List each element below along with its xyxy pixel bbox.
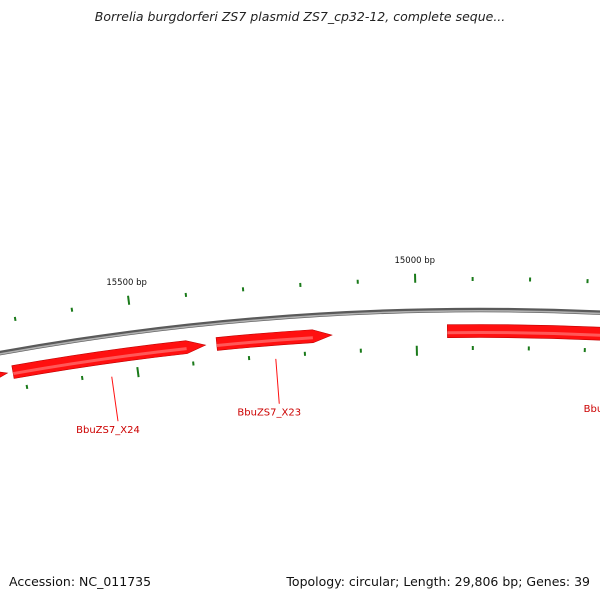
topology-text: Topology: circular; Length: 29,806 bp; G… (286, 574, 590, 589)
accession-text: Accession: NC_011735 (9, 574, 152, 589)
gene-label-bbuzs7_x23[interactable]: BbuZS7_X23 (237, 408, 301, 419)
gene-arrow-bbuzs7_x25[interactable] (0, 370, 9, 422)
tick-minor-outer (13, 316, 17, 322)
gene-arrow-bbuzs7_x22[interactable] (447, 324, 600, 356)
gene-label-bbuzs7_x22[interactable]: BbuZS7_X22 (584, 404, 600, 415)
gene-leader-line (275, 358, 280, 404)
tick-minor-inner (25, 384, 29, 390)
gene-highlight (216, 336, 313, 347)
tick-minor-inner (80, 375, 84, 381)
bp-tick-label: 15000 bp (394, 256, 435, 266)
gene-label-bbuzs7_x24[interactable]: BbuZS7_X24 (76, 425, 140, 436)
gene-highlight (12, 347, 187, 376)
map-title: Borrelia burgdorferi ZS7 plasmid ZS7_cp3… (94, 9, 506, 24)
gene-leader-line (111, 376, 119, 422)
bp-tick-label: 15500 bp (106, 278, 147, 288)
tick-minor-outer (70, 307, 74, 312)
tick-major-inner (136, 367, 140, 378)
backbone-arc (0, 310, 600, 355)
gene-highlight (447, 331, 600, 337)
tick-major-outer (127, 295, 131, 305)
